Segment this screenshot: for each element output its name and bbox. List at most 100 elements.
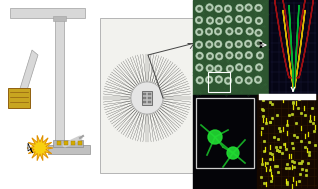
Polygon shape	[18, 50, 38, 100]
Circle shape	[197, 66, 201, 69]
Circle shape	[195, 41, 203, 49]
Circle shape	[196, 64, 203, 71]
Circle shape	[207, 43, 211, 46]
Circle shape	[208, 130, 222, 144]
Circle shape	[257, 66, 261, 69]
Circle shape	[215, 17, 223, 25]
Bar	[10, 8, 85, 18]
Circle shape	[256, 78, 260, 81]
Bar	[259, 94, 316, 100]
Circle shape	[237, 42, 240, 46]
Circle shape	[207, 78, 211, 81]
Circle shape	[236, 4, 243, 12]
Circle shape	[256, 52, 264, 59]
Circle shape	[228, 53, 231, 57]
Circle shape	[206, 17, 214, 24]
Circle shape	[244, 40, 252, 48]
Circle shape	[197, 7, 201, 11]
Circle shape	[225, 41, 233, 49]
Bar	[142, 91, 152, 105]
Bar	[143, 101, 146, 103]
Circle shape	[255, 4, 262, 12]
Circle shape	[216, 42, 220, 46]
Circle shape	[244, 16, 252, 24]
Circle shape	[225, 51, 233, 59]
Circle shape	[245, 4, 252, 11]
Circle shape	[198, 78, 202, 82]
Circle shape	[214, 40, 222, 48]
Bar	[48, 145, 90, 154]
Circle shape	[237, 78, 241, 82]
Circle shape	[235, 27, 243, 35]
Circle shape	[235, 52, 243, 59]
Circle shape	[196, 5, 203, 13]
Bar	[64, 141, 68, 145]
Circle shape	[225, 15, 232, 23]
Circle shape	[228, 67, 232, 71]
Circle shape	[214, 28, 222, 35]
Circle shape	[195, 16, 203, 24]
Circle shape	[258, 54, 262, 57]
Circle shape	[217, 67, 220, 70]
Circle shape	[131, 82, 163, 114]
Bar	[57, 141, 61, 145]
Circle shape	[226, 7, 230, 10]
Circle shape	[235, 76, 243, 84]
Circle shape	[224, 77, 232, 84]
Circle shape	[208, 67, 211, 70]
Circle shape	[255, 29, 262, 36]
Bar	[8, 88, 30, 108]
Circle shape	[255, 40, 262, 47]
Circle shape	[255, 17, 263, 25]
Bar	[71, 141, 75, 145]
Circle shape	[214, 65, 222, 73]
Circle shape	[196, 77, 204, 84]
Bar	[55, 18, 64, 146]
Circle shape	[227, 18, 230, 21]
Circle shape	[248, 29, 252, 33]
Circle shape	[215, 5, 222, 12]
Circle shape	[216, 30, 220, 33]
Circle shape	[217, 7, 220, 11]
Circle shape	[197, 43, 201, 46]
Circle shape	[245, 51, 252, 59]
Circle shape	[254, 76, 262, 84]
Circle shape	[206, 4, 213, 11]
Bar	[78, 141, 82, 145]
Circle shape	[257, 42, 260, 45]
Circle shape	[215, 53, 223, 60]
Circle shape	[205, 76, 213, 84]
Circle shape	[208, 6, 211, 9]
Circle shape	[235, 64, 243, 71]
Circle shape	[224, 5, 232, 12]
Circle shape	[257, 19, 261, 23]
Circle shape	[237, 66, 241, 69]
Circle shape	[215, 76, 223, 83]
Circle shape	[208, 19, 212, 22]
Circle shape	[237, 54, 241, 57]
Circle shape	[226, 65, 234, 73]
Circle shape	[247, 79, 251, 82]
Bar	[100, 18, 195, 173]
Bar	[193, 0, 269, 95]
Circle shape	[196, 52, 204, 60]
Circle shape	[257, 6, 260, 10]
Circle shape	[227, 43, 231, 46]
Circle shape	[247, 53, 251, 57]
Circle shape	[218, 54, 221, 58]
Circle shape	[228, 30, 231, 33]
Circle shape	[197, 30, 201, 34]
Circle shape	[218, 19, 221, 23]
Bar	[143, 97, 146, 99]
Circle shape	[246, 42, 250, 46]
Bar	[53, 16, 66, 21]
Circle shape	[238, 6, 241, 10]
Bar	[148, 97, 151, 99]
Circle shape	[207, 30, 211, 33]
Circle shape	[246, 28, 253, 35]
Circle shape	[196, 28, 203, 36]
Circle shape	[208, 54, 212, 58]
Circle shape	[206, 64, 214, 72]
Circle shape	[247, 6, 250, 9]
Bar	[196, 98, 254, 168]
